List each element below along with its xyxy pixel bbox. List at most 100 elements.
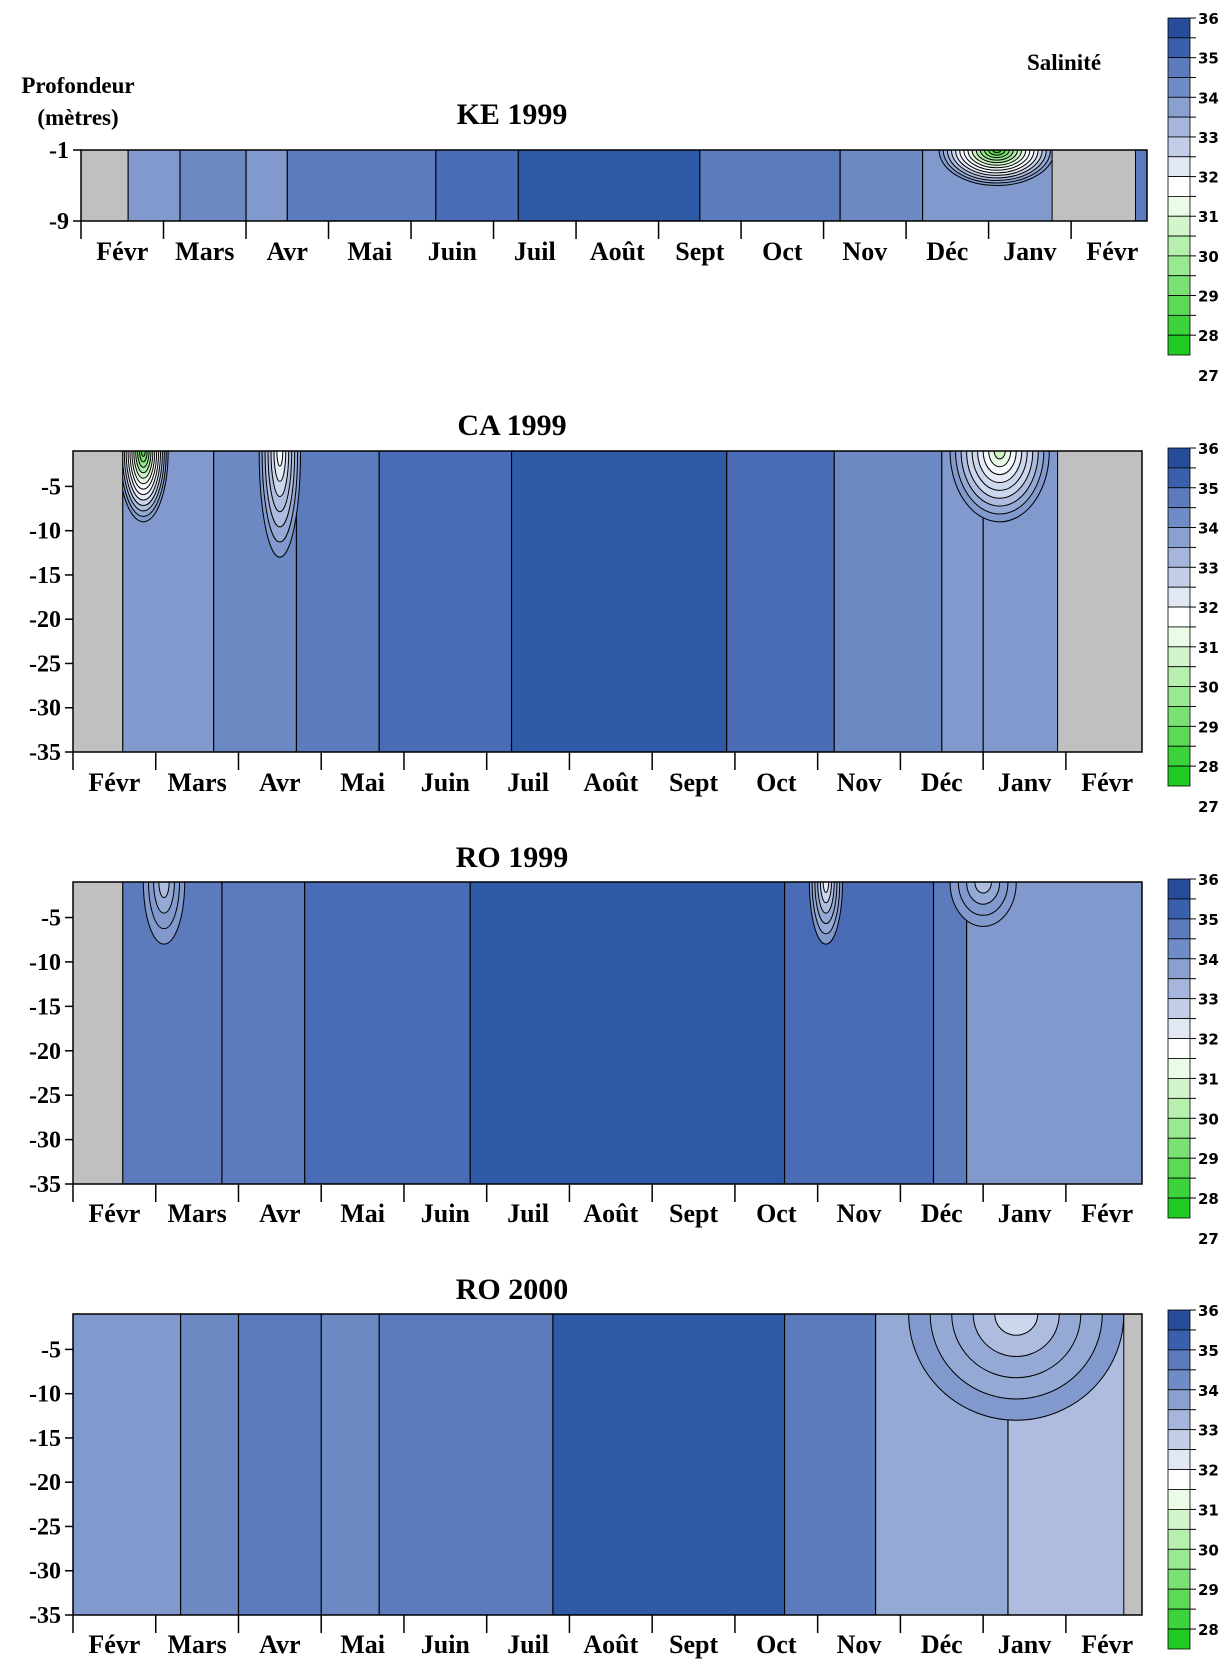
panel-title: RO 2000	[456, 1273, 569, 1306]
x-tick-label: Avr	[259, 768, 300, 797]
y-tick-label: -35	[29, 1172, 61, 1198]
x-tick-label: Mars	[168, 1630, 227, 1659]
x-tick-label: Févr	[88, 768, 140, 797]
colorbar-swatch	[1167, 745, 1191, 767]
colorbar-swatch	[1167, 606, 1191, 628]
x-tick-label: Sept	[669, 1199, 718, 1228]
x-tick-label: Juin	[421, 1199, 471, 1228]
colorbar-swatch	[1167, 1177, 1191, 1199]
salinity-band	[379, 1314, 553, 1615]
colorbar-swatch	[1167, 1409, 1191, 1431]
x-tick-label: Févr	[1086, 237, 1138, 266]
x-tick-label: Juin	[428, 237, 478, 266]
x-tick-label: Août	[583, 1630, 638, 1659]
colorbar-swatch	[1167, 314, 1191, 336]
no-data-region	[1057, 451, 1142, 752]
x-tick-label: Oct	[756, 768, 797, 797]
no-data-region	[73, 882, 124, 1184]
salinity-band	[128, 150, 181, 221]
colorbar-swatch	[1167, 1058, 1191, 1079]
y-tick-label: -20	[29, 1039, 61, 1065]
y-tick-label: -15	[29, 994, 61, 1020]
colorbar-swatch	[1167, 215, 1191, 237]
x-tick-label: Juin	[421, 768, 471, 797]
colorbar-swatch	[1167, 507, 1191, 528]
colorbar-swatch	[1167, 1018, 1191, 1039]
salinity-band	[834, 451, 942, 752]
colorbar-title: Salinité	[1027, 50, 1101, 75]
colorbar-swatch	[1167, 295, 1191, 316]
colorbar-swatch	[1167, 334, 1191, 356]
colorbar-tick-label: 34	[1198, 89, 1219, 107]
colorbar-tick-label: 31	[1198, 208, 1219, 226]
x-tick-label: Déc	[921, 768, 963, 797]
colorbar-tick-label: 28	[1198, 758, 1219, 776]
x-tick-label: Avr	[267, 237, 308, 266]
colorbar-swatch	[1167, 547, 1191, 568]
x-tick-label: Mai	[347, 237, 392, 266]
x-tick-label: Janv	[998, 1199, 1051, 1228]
colorbar-swatch	[1167, 1097, 1191, 1119]
x-tick-label: Nov	[837, 768, 882, 797]
colorbar-swatch	[1167, 765, 1191, 787]
colorbar-swatch	[1167, 1429, 1191, 1450]
salinity-band	[435, 150, 519, 221]
x-tick-label: Juil	[507, 1630, 549, 1659]
colorbar-tick-label: 29	[1198, 288, 1219, 306]
plot-frame	[80, 149, 1148, 222]
colorbar-tick-label: 30	[1198, 1110, 1219, 1128]
y-tick-label: -5	[41, 1337, 61, 1363]
colorbar-tick-label: 34	[1198, 1382, 1219, 1400]
salinity-contour	[993, 451, 1006, 460]
colorbar-swatch	[1167, 527, 1191, 548]
x-tick-label: Févr	[1081, 1199, 1133, 1228]
colorbar-swatch	[1167, 1309, 1191, 1331]
colorbar-swatch	[1167, 275, 1191, 296]
y-axis-title-line1: Profondeur	[21, 73, 134, 98]
salinity-band	[246, 150, 288, 221]
salinity-band	[287, 150, 436, 221]
colorbar-tick-label: 36	[1198, 10, 1219, 28]
y-tick-label: -15	[29, 563, 61, 589]
x-tick-label: Nov	[837, 1199, 882, 1228]
salinity-contour	[140, 451, 146, 457]
x-tick-label: Févr	[88, 1630, 140, 1659]
colorbar-swatch	[1167, 1157, 1191, 1179]
x-tick-label: Janv	[998, 768, 1051, 797]
colorbar-swatch	[1167, 1369, 1191, 1391]
colorbar-tick-label: 31	[1198, 1501, 1219, 1519]
x-tick-label: Août	[590, 237, 645, 266]
colorbar-tick-label: 32	[1198, 1462, 1219, 1480]
salinity-contour	[994, 1314, 1039, 1336]
y-tick-label: -30	[29, 1128, 61, 1154]
no-data-region	[73, 451, 124, 752]
colorbar-tick-label: 31	[1198, 639, 1219, 657]
no-data-region	[1123, 1314, 1142, 1615]
panel-3: RO 2000 -5 -10 -15 -20 -25 -30 -35 Févr Mars Avr Ma…	[29, 1273, 1219, 1659]
colorbar-swatch	[1167, 586, 1191, 608]
salinity-band	[699, 150, 841, 221]
salinity-band	[840, 150, 923, 221]
colorbar-tick-label: 30	[1198, 1541, 1219, 1559]
salinity-band	[304, 882, 471, 1184]
plot-area	[73, 451, 1142, 752]
salinity-band	[221, 882, 305, 1184]
x-tick-label: Mars	[168, 768, 227, 797]
x-tick-label: Mars	[175, 237, 234, 266]
plot-area	[73, 1314, 1142, 1615]
panel-title: RO 1999	[456, 841, 569, 874]
colorbar-tick-label: 28	[1198, 1190, 1219, 1208]
y-tick-label: -35	[29, 740, 61, 766]
colorbar-tick-label: 32	[1198, 1031, 1219, 1049]
plot-area	[73, 882, 1142, 1184]
y-tick-label: -9	[49, 209, 69, 235]
colorbar-swatch	[1167, 1588, 1191, 1610]
panel-1: CA 1999 -5 -10 -15 -20 -25 -30 -35 Févr Mars Avr Ma…	[29, 409, 1219, 816]
x-tick-label: Mai	[340, 1199, 385, 1228]
chart-panels: KE 1999 -1 -9 Févr Mars Avr Mai Juin Juil Août Sep…	[29, 10, 1219, 1659]
colorbar-swatch	[1167, 17, 1191, 39]
colorbar-swatch	[1167, 1608, 1191, 1630]
colorbar-tick-label: 32	[1198, 599, 1219, 617]
colorbar-swatch	[1167, 1349, 1191, 1371]
